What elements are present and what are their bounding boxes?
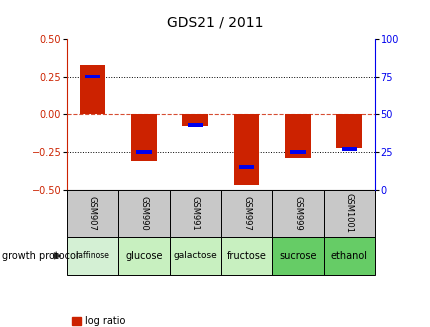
Text: GSM999: GSM999: [293, 196, 302, 231]
Bar: [272, 237, 323, 275]
Text: ethanol: ethanol: [330, 251, 367, 261]
Bar: [182, 114, 208, 127]
Bar: [67, 237, 118, 275]
Bar: [118, 190, 169, 237]
Bar: [169, 237, 221, 275]
Text: fructose: fructose: [226, 251, 266, 261]
Bar: [221, 237, 272, 275]
Text: GDS21 / 2011: GDS21 / 2011: [167, 15, 263, 29]
Bar: [136, 150, 151, 154]
Bar: [272, 190, 323, 237]
Bar: [323, 237, 374, 275]
Text: galactose: galactose: [173, 251, 217, 260]
Legend: log ratio, percentile rank within the sample: log ratio, percentile rank within the sa…: [71, 316, 250, 327]
Bar: [336, 114, 361, 147]
Bar: [233, 114, 259, 185]
Bar: [221, 190, 272, 237]
Text: raffinose: raffinose: [75, 251, 109, 260]
Text: GSM991: GSM991: [190, 196, 199, 231]
Bar: [118, 237, 169, 275]
Bar: [80, 65, 105, 114]
Bar: [131, 114, 157, 161]
Bar: [238, 165, 254, 169]
Text: GSM907: GSM907: [88, 196, 97, 231]
Text: growth protocol: growth protocol: [2, 251, 79, 261]
Text: glucose: glucose: [125, 251, 162, 261]
Text: GSM1001: GSM1001: [344, 193, 353, 233]
Bar: [341, 147, 356, 151]
Bar: [289, 150, 305, 154]
Text: GSM990: GSM990: [139, 196, 148, 231]
Bar: [323, 190, 374, 237]
Bar: [169, 190, 221, 237]
Text: sucrose: sucrose: [279, 251, 316, 261]
Bar: [67, 190, 118, 237]
Bar: [85, 75, 100, 78]
Bar: [187, 123, 203, 127]
Text: GSM997: GSM997: [242, 196, 251, 231]
Bar: [284, 114, 310, 158]
